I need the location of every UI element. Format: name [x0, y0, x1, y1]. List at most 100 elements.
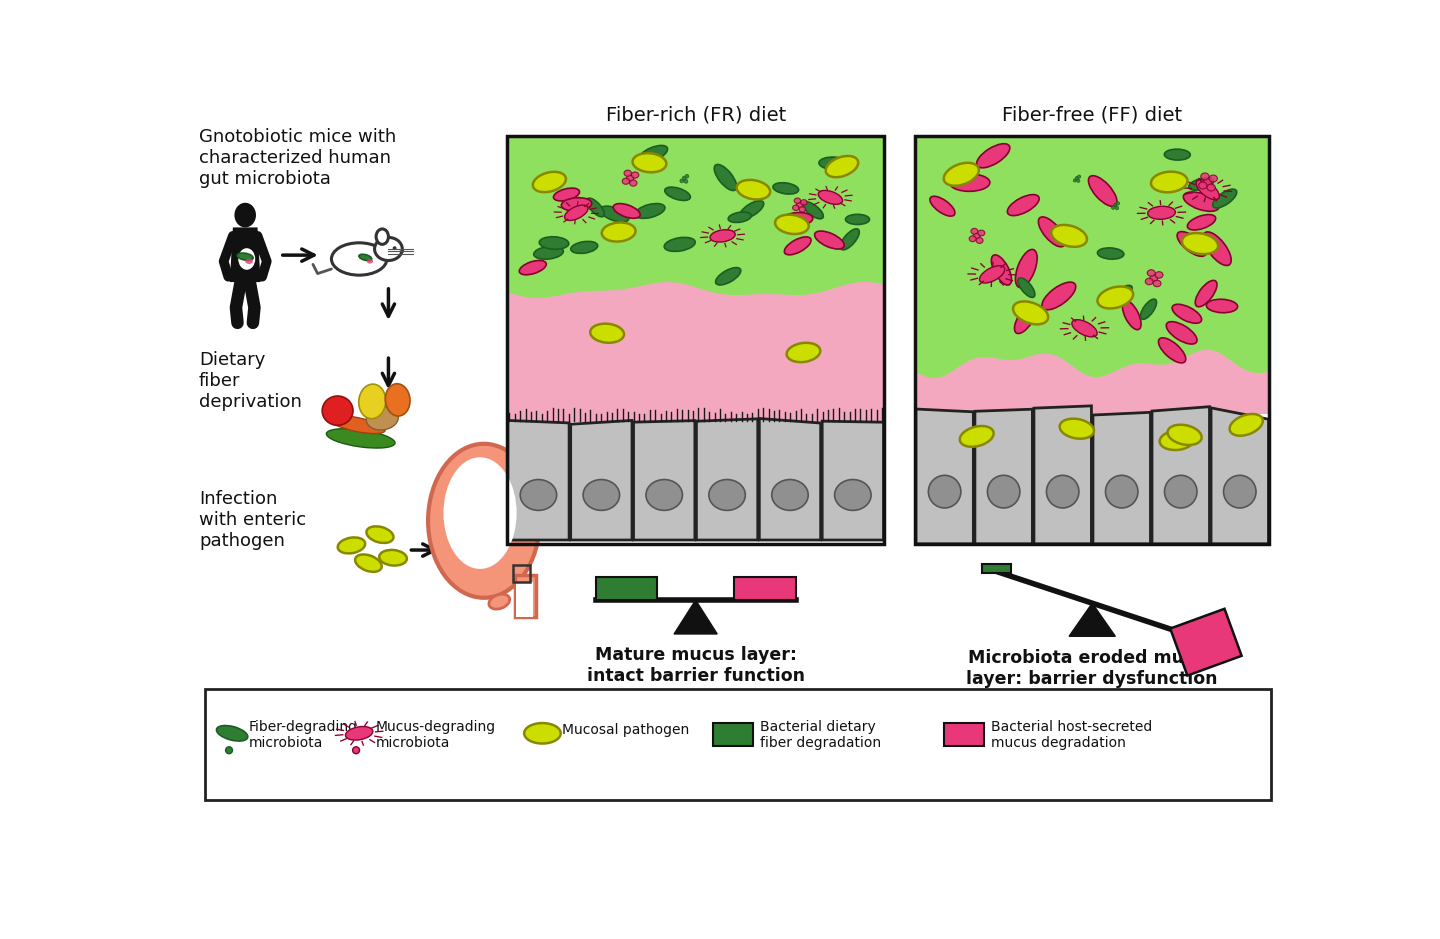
Ellipse shape: [520, 480, 557, 511]
Ellipse shape: [799, 207, 805, 212]
Ellipse shape: [1210, 175, 1217, 182]
Ellipse shape: [1047, 475, 1079, 508]
Ellipse shape: [444, 457, 517, 569]
Ellipse shape: [367, 259, 373, 264]
Ellipse shape: [1116, 207, 1119, 209]
Ellipse shape: [929, 475, 960, 508]
Ellipse shape: [1166, 322, 1197, 344]
Ellipse shape: [978, 230, 985, 236]
Bar: [734, 577, 796, 600]
Ellipse shape: [1038, 217, 1066, 247]
Ellipse shape: [976, 238, 984, 243]
Ellipse shape: [708, 480, 746, 511]
Ellipse shape: [386, 384, 410, 416]
Ellipse shape: [583, 480, 619, 511]
Text: Microbiota eroded mucus
layer: barrier dysfunction: Microbiota eroded mucus layer: barrier d…: [966, 650, 1218, 688]
Polygon shape: [507, 283, 884, 422]
Polygon shape: [230, 227, 261, 282]
Ellipse shape: [976, 144, 1009, 168]
Ellipse shape: [562, 198, 592, 211]
Ellipse shape: [1204, 178, 1212, 185]
Text: Infection
with enteric
pathogen: Infection with enteric pathogen: [199, 490, 307, 549]
Ellipse shape: [1197, 179, 1220, 200]
Polygon shape: [1034, 406, 1092, 544]
Ellipse shape: [1015, 303, 1037, 333]
Text: Mucosal pathogen: Mucosal pathogen: [563, 723, 690, 737]
Ellipse shape: [786, 343, 821, 362]
Ellipse shape: [664, 238, 696, 252]
Polygon shape: [674, 600, 717, 634]
Ellipse shape: [245, 258, 253, 264]
Ellipse shape: [1077, 175, 1080, 178]
Ellipse shape: [1230, 414, 1263, 436]
Ellipse shape: [683, 177, 685, 180]
Text: Fiber-free (FF) diet: Fiber-free (FF) diet: [1002, 105, 1182, 124]
Ellipse shape: [988, 475, 1020, 508]
Ellipse shape: [1168, 424, 1201, 445]
Ellipse shape: [400, 250, 405, 253]
Bar: [514, 575, 536, 617]
Ellipse shape: [796, 203, 804, 208]
Ellipse shape: [226, 747, 232, 754]
Ellipse shape: [1153, 280, 1161, 286]
Ellipse shape: [1148, 269, 1155, 276]
Polygon shape: [1068, 603, 1116, 637]
Ellipse shape: [960, 426, 994, 447]
Ellipse shape: [359, 384, 386, 419]
Text: Bacterial host-secreted
mucus degradation: Bacterial host-secreted mucus degradatio…: [991, 720, 1152, 750]
Ellipse shape: [1008, 194, 1040, 216]
Ellipse shape: [622, 178, 629, 184]
Ellipse shape: [1077, 179, 1080, 182]
Ellipse shape: [1159, 430, 1194, 450]
Text: Gnotobiotic mice with
characterized human
gut microbiota: Gnotobiotic mice with characterized huma…: [199, 128, 396, 188]
Ellipse shape: [613, 204, 641, 218]
Ellipse shape: [238, 248, 255, 269]
Ellipse shape: [845, 214, 870, 224]
Ellipse shape: [533, 172, 566, 192]
Ellipse shape: [238, 253, 253, 260]
Ellipse shape: [1089, 176, 1117, 207]
Ellipse shape: [1207, 184, 1215, 191]
Ellipse shape: [973, 233, 981, 239]
Ellipse shape: [328, 415, 384, 434]
Ellipse shape: [346, 727, 373, 740]
Ellipse shape: [590, 324, 624, 343]
Ellipse shape: [1073, 179, 1077, 182]
Bar: [507, 297, 884, 422]
Ellipse shape: [1097, 248, 1123, 259]
Ellipse shape: [1014, 301, 1048, 324]
Bar: [914, 136, 1269, 544]
Ellipse shape: [327, 429, 395, 448]
Ellipse shape: [1158, 338, 1185, 362]
Ellipse shape: [943, 162, 979, 186]
Polygon shape: [697, 419, 757, 540]
Ellipse shape: [631, 172, 639, 178]
Ellipse shape: [737, 180, 770, 199]
Ellipse shape: [626, 175, 634, 181]
Ellipse shape: [1140, 300, 1156, 319]
Ellipse shape: [740, 201, 763, 219]
Ellipse shape: [379, 550, 408, 565]
Ellipse shape: [216, 726, 248, 741]
Ellipse shape: [359, 252, 374, 266]
Ellipse shape: [804, 202, 824, 219]
Ellipse shape: [775, 215, 809, 234]
Polygon shape: [634, 421, 696, 540]
Bar: [507, 136, 884, 544]
Ellipse shape: [323, 396, 353, 425]
Bar: [982, 564, 1011, 573]
Polygon shape: [1211, 408, 1269, 544]
Text: Bacterial dietary
fiber degradation: Bacterial dietary fiber degradation: [759, 720, 881, 750]
Ellipse shape: [428, 444, 540, 598]
Text: Dietary
fiber
deprivation: Dietary fiber deprivation: [199, 351, 302, 411]
Ellipse shape: [729, 212, 752, 223]
Ellipse shape: [331, 243, 387, 275]
Ellipse shape: [374, 238, 402, 260]
Ellipse shape: [971, 228, 978, 234]
Ellipse shape: [359, 254, 372, 261]
Ellipse shape: [684, 179, 688, 183]
Bar: [204, 688, 1272, 800]
Text: Mature mucus layer:
intact barrier function: Mature mucus layer: intact barrier funct…: [586, 646, 805, 685]
Ellipse shape: [564, 205, 588, 221]
Ellipse shape: [1172, 304, 1201, 323]
